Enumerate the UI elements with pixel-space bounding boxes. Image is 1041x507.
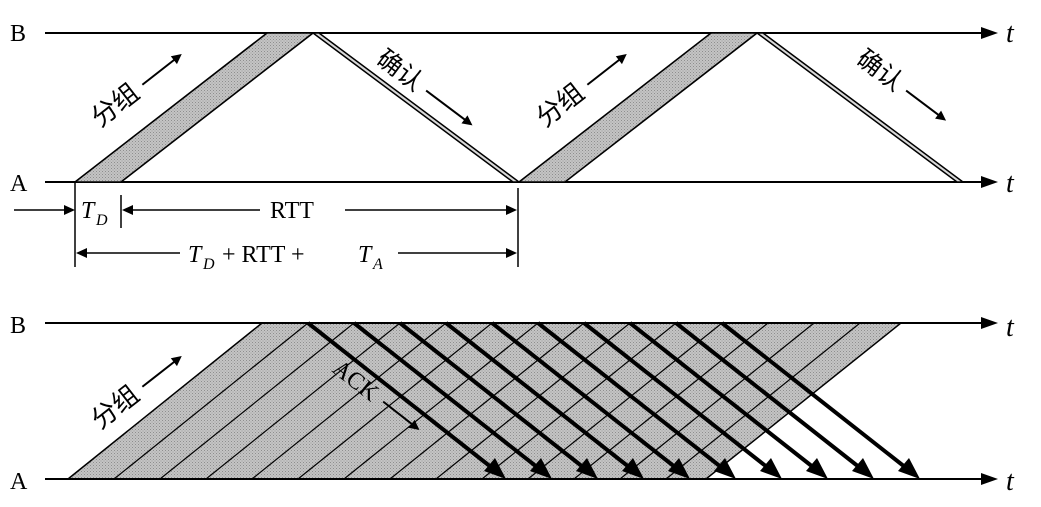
- top-label-a: A: [10, 171, 28, 197]
- packet-boundary-line: [619, 323, 815, 479]
- rtt-arrowhead-left: [122, 205, 133, 215]
- packet-boundary-line: [573, 323, 769, 479]
- ack-line: [674, 321, 866, 473]
- ack-line: [628, 321, 820, 473]
- top-axis-a-arrowhead: [981, 176, 998, 188]
- packet-boundary-line: [343, 323, 539, 479]
- packet-label-1-text: 分组: [86, 78, 145, 133]
- total-ta-sub: A: [372, 256, 383, 273]
- td-label-base: T: [81, 198, 96, 224]
- ack-line: [352, 321, 544, 473]
- total-arrowhead-left: [76, 248, 87, 258]
- ack-arrowhead: [530, 458, 552, 479]
- packet-boundary-line: [435, 323, 631, 479]
- packet-boundary-line: [159, 323, 355, 479]
- ack-arrowhead: [806, 458, 828, 479]
- packet-boundary-line: [297, 323, 493, 479]
- ack-label-2: 确认: [851, 44, 947, 121]
- ack-lines: [306, 321, 920, 479]
- packet-boundary-line: [113, 323, 309, 479]
- td-incoming-arrowhead: [64, 205, 75, 215]
- packet-label-2-text: 分组: [531, 78, 590, 133]
- rtt-arrowhead-right: [506, 205, 517, 215]
- ack-label-1-text: 确认: [371, 44, 428, 96]
- packet-boundary-line: [205, 323, 401, 479]
- ack-band-1: [310, 32, 522, 183]
- bottom-axis-a-arrowhead: [981, 473, 998, 485]
- bottom-t-lower: t: [1006, 466, 1015, 497]
- ack-line: [720, 321, 912, 473]
- bottom-label-b: B: [10, 313, 26, 339]
- packet-boundary-line: [481, 323, 677, 479]
- ack-arrowhead: [760, 458, 782, 479]
- ack-band-2: [754, 32, 966, 183]
- ack-line: [444, 321, 636, 473]
- ack-arrowhead: [668, 458, 690, 479]
- ack-arrowhead: [622, 458, 644, 479]
- ack-label-2-text: 确认: [851, 44, 908, 96]
- bottom-diagram: B A t t 分组 ACK: [10, 312, 1015, 497]
- packet-boundary-line: [389, 323, 585, 479]
- packet-boundary-line: [665, 323, 861, 479]
- ack-arrowhead: [898, 458, 920, 479]
- td-label-sub: D: [95, 212, 108, 229]
- top-t-lower: t: [1006, 168, 1015, 199]
- bottom-t-upper: t: [1006, 312, 1015, 343]
- ack-arrowhead: [484, 458, 506, 479]
- top-label-b: B: [10, 21, 26, 47]
- ack-line: [490, 321, 682, 473]
- bottom-axis-b-arrowhead: [981, 317, 998, 329]
- top-diagram: 分组 确认 分组 确认 B A t t T D: [10, 18, 1015, 273]
- ack-arrowhead: [714, 458, 736, 479]
- ack-line: [306, 321, 498, 473]
- total-mid: + RTT +: [222, 242, 305, 268]
- ack-arrowhead: [852, 458, 874, 479]
- ack-line: [398, 321, 590, 473]
- ack-line: [536, 321, 728, 473]
- total-ta-base: T: [358, 242, 373, 268]
- top-axis-b-arrowhead: [981, 27, 998, 39]
- total-td-base: T: [188, 242, 203, 268]
- ack-arrowhead: [576, 458, 598, 479]
- bottom-label-a: A: [10, 469, 28, 495]
- packet-boundary-line: [527, 323, 723, 479]
- packet-boundary-line: [251, 323, 447, 479]
- rtt-label: RTT: [270, 198, 314, 224]
- ack-line: [582, 321, 774, 473]
- top-t-upper: t: [1006, 18, 1015, 49]
- ack-label-1: 确认: [371, 44, 473, 126]
- total-arrowhead-right: [506, 248, 517, 258]
- total-td-sub: D: [202, 256, 215, 273]
